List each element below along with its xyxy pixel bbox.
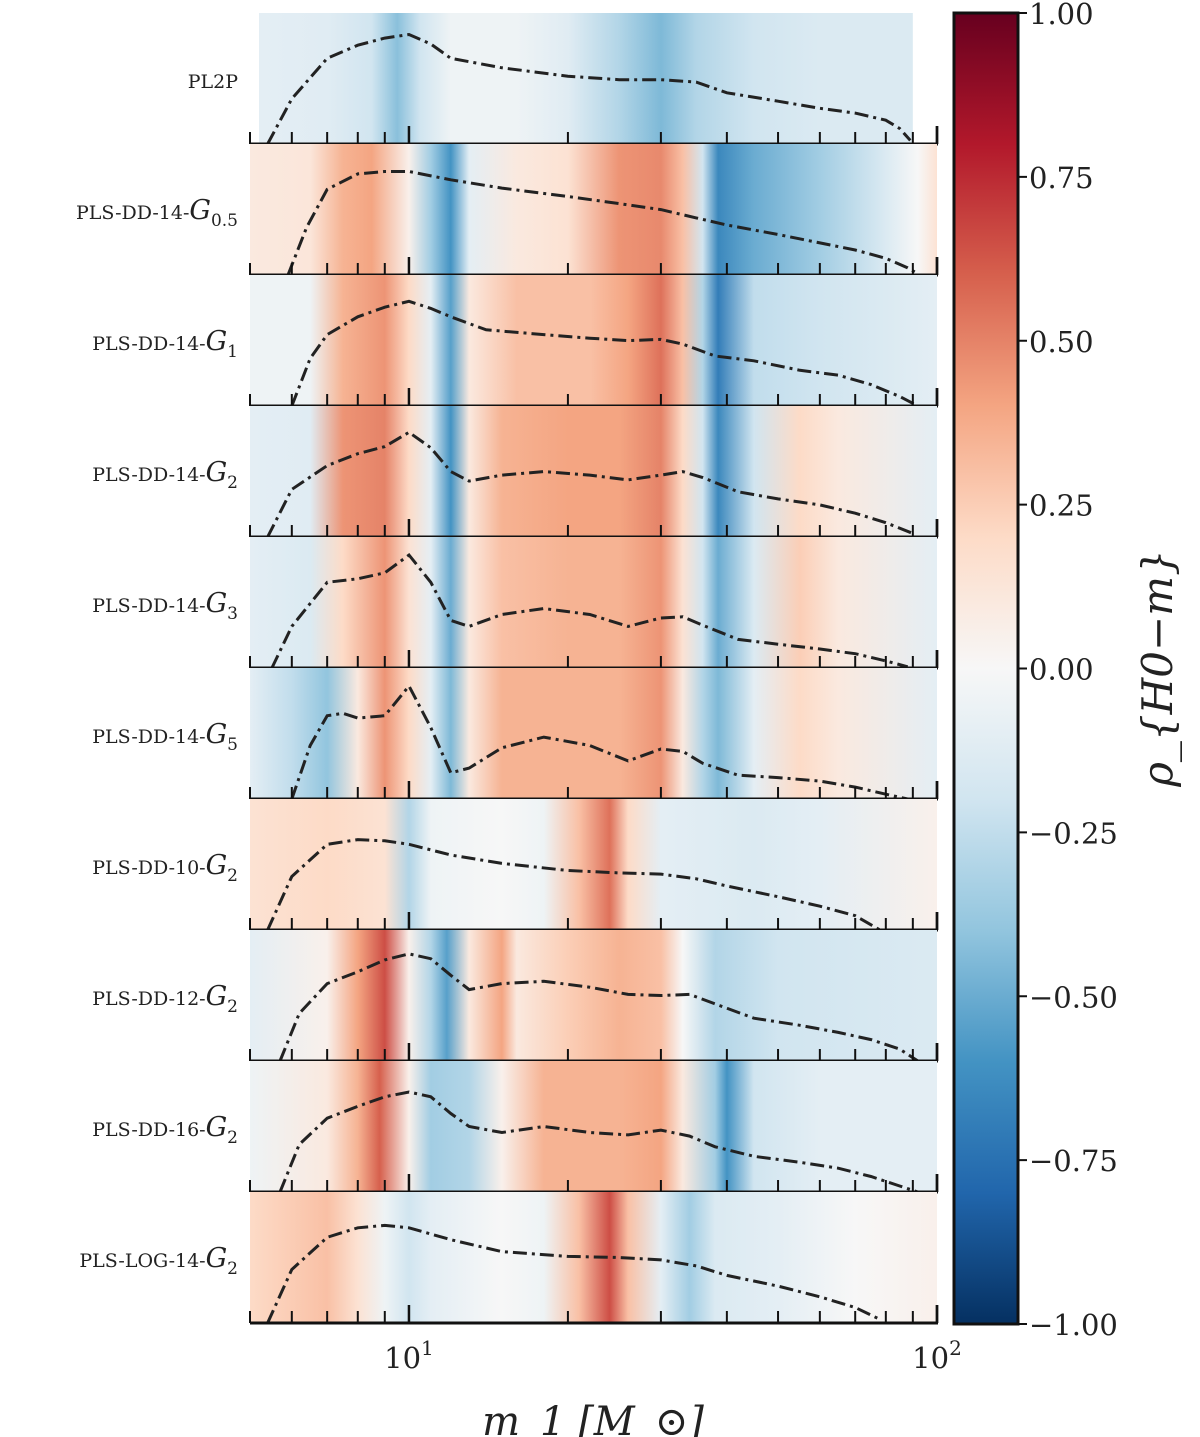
row-label-subscript: 2 bbox=[227, 1128, 238, 1148]
row-label-symbol: G bbox=[206, 981, 228, 1012]
row-label-prefix: PLS-LOG-14- bbox=[79, 1250, 205, 1272]
x-tick-label: 102 bbox=[912, 1336, 962, 1375]
row-label: PLS-LOG-14-G2 bbox=[79, 1243, 238, 1279]
row-label-prefix: PLS-DD-14- bbox=[76, 202, 189, 224]
colorbar-tick-label: −0.75 bbox=[1029, 1144, 1118, 1178]
colorbar-gradient bbox=[952, 11, 1020, 1326]
row-label-symbol: G bbox=[206, 850, 228, 881]
row-label-prefix: PLS-DD-14- bbox=[92, 464, 205, 486]
row-label-subscript: 0.5 bbox=[211, 211, 238, 231]
row-label-symbol: G bbox=[206, 1243, 228, 1274]
heatmap-rows: PL2PPLS-DD-14-G0.5PLS-DD-14-G1PLS-DD-14-… bbox=[76, 13, 939, 1325]
row-label-symbol: G bbox=[206, 326, 228, 357]
heatmap-row: PLS-LOG-14-G2 bbox=[79, 1192, 939, 1325]
x-tick-base: 10 bbox=[912, 1341, 949, 1375]
row-label-prefix: PLS-DD-14- bbox=[92, 595, 205, 617]
colorbar-tick-label: −1.00 bbox=[1029, 1308, 1118, 1342]
row-label-symbol: G bbox=[206, 457, 228, 488]
density-curve bbox=[270, 552, 909, 669]
heatmap-row: PLS-DD-14-G0.5 bbox=[76, 144, 939, 277]
x-tick-exponent: 1 bbox=[421, 1336, 434, 1360]
density-curve bbox=[278, 952, 919, 1063]
colorbar-tick-label: −0.50 bbox=[1029, 980, 1118, 1014]
x-tick-exponent: 2 bbox=[949, 1336, 962, 1360]
row-label-subscript: 2 bbox=[227, 997, 238, 1017]
colorbar: 1.00 0.75 0.50 0.25 0.00 −0.25 −0.50 −0.75 −1.00… bbox=[952, 0, 1182, 1342]
row-label-symbol: G bbox=[206, 719, 228, 750]
row-label: PLS-DD-12-G2 bbox=[92, 981, 238, 1017]
x-axis-title: m_1 [M_⊙] bbox=[482, 1399, 704, 1437]
row-label-prefix: PLS-DD-16- bbox=[92, 1119, 205, 1141]
correlation-strip bbox=[250, 799, 937, 930]
row-label-prefix: PLS-DD-10- bbox=[92, 857, 205, 879]
correlation-strip bbox=[250, 930, 937, 1061]
heatmap-row: PLS-DD-14-G1 bbox=[92, 275, 939, 408]
row-label: PLS-DD-16-G2 bbox=[92, 1112, 238, 1148]
row-label: PLS-DD-14-G3 bbox=[92, 588, 238, 624]
heatmap-row: PLS-DD-14-G5 bbox=[92, 668, 939, 801]
colorbar-tick-label: 0.50 bbox=[1029, 325, 1094, 359]
row-label-prefix: PLS-DD-14- bbox=[92, 726, 205, 748]
row-label-symbol: G bbox=[206, 1112, 228, 1143]
correlation-strip bbox=[250, 537, 937, 668]
row-label-subscript: 1 bbox=[227, 342, 238, 362]
heatmap-row: PLS-DD-14-G3 bbox=[92, 537, 939, 670]
colorbar-tick-label: −0.25 bbox=[1029, 816, 1118, 850]
row-label-prefix: PLS-DD-14- bbox=[92, 333, 205, 355]
density-curve bbox=[290, 299, 919, 408]
x-tick-base: 10 bbox=[384, 1341, 421, 1375]
row-label-subscript: 2 bbox=[227, 866, 238, 886]
row-label: PLS-DD-10-G2 bbox=[92, 850, 238, 886]
row-label-symbol: G bbox=[189, 195, 211, 226]
colorbar-title: ρ_{H0−m} bbox=[1133, 549, 1182, 788]
row-label: PLS-DD-14-G5 bbox=[92, 719, 238, 755]
heatmap-row: PLS-DD-14-G2 bbox=[92, 406, 939, 539]
row-label-prefix: PLS-DD-12- bbox=[92, 988, 205, 1010]
correlation-strip bbox=[250, 406, 937, 537]
row-label-symbol: G bbox=[206, 588, 228, 619]
row-label-subscript: 3 bbox=[227, 604, 238, 624]
heatmap-row: PL2P bbox=[188, 13, 939, 146]
correlation-strip bbox=[250, 144, 937, 275]
correlation-strip bbox=[258, 13, 913, 144]
row-label: PL2P bbox=[188, 71, 238, 93]
heatmap-row: PLS-DD-16-G2 bbox=[92, 1061, 939, 1194]
heatmap-row: PLS-DD-12-G2 bbox=[92, 930, 939, 1063]
row-label-subscript: 2 bbox=[227, 1259, 238, 1279]
row-label: PLS-DD-14-G1 bbox=[92, 326, 238, 362]
density-curve bbox=[278, 1090, 919, 1194]
colorbar-tick-label: 1.00 bbox=[1029, 0, 1094, 31]
row-label-subscript: 2 bbox=[227, 473, 238, 493]
heatmap-row: PLS-DD-10-G2 bbox=[92, 799, 939, 932]
row-label-prefix: PL2P bbox=[188, 71, 238, 93]
row-label: PLS-DD-14-G2 bbox=[92, 457, 238, 493]
colorbar-tick-label: 0.25 bbox=[1029, 489, 1094, 523]
density-curve bbox=[266, 838, 881, 932]
correlation-strip bbox=[250, 275, 937, 406]
correlation-strip bbox=[250, 1061, 937, 1192]
density-curve bbox=[266, 430, 914, 538]
row-label-subscript: 5 bbox=[227, 735, 238, 755]
correlation-strip bbox=[250, 668, 937, 799]
density-curve bbox=[266, 1223, 881, 1324]
density-curve bbox=[290, 683, 909, 801]
colorbar-tick-label: 0.75 bbox=[1029, 161, 1094, 195]
colorbar-tick-label: 0.00 bbox=[1029, 653, 1094, 687]
correlation-strip bbox=[250, 1192, 937, 1323]
density-curve bbox=[286, 170, 919, 276]
row-label: PLS-DD-14-G0.5 bbox=[76, 195, 238, 231]
density-curve bbox=[266, 32, 912, 145]
x-tick-label: 101 bbox=[384, 1336, 434, 1375]
